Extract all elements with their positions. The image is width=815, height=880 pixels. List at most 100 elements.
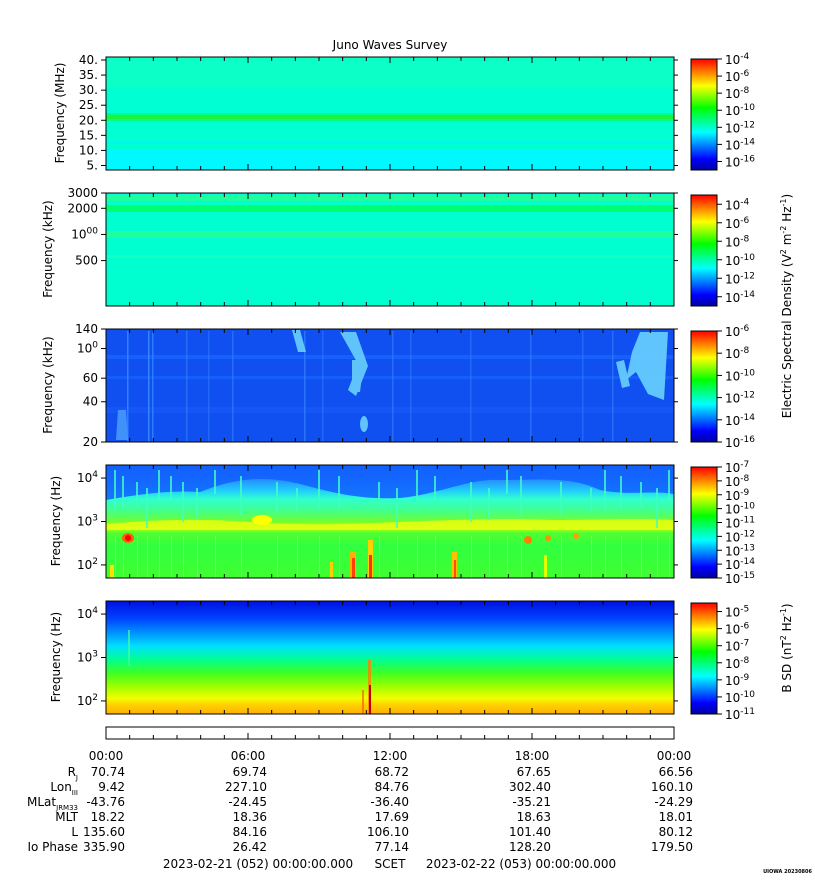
emission-spike: [488, 488, 490, 520]
panel-3-ylabel: Frequency (kHz): [41, 336, 55, 433]
time-tick-label: 00:00: [89, 749, 124, 763]
ephemeris-value: -43.76: [86, 795, 125, 809]
ephemeris-value: 18.01: [659, 810, 693, 824]
ephemeris-value: 84.76: [375, 780, 409, 794]
emission-streak: [392, 331, 394, 442]
emission-spike-low: [241, 536, 242, 578]
time-tick-label: 12:00: [373, 749, 408, 763]
panel-3-y-axis: 20 40 60 100 140: [75, 322, 678, 449]
colorbar-4: 10-1510-1410-1310-1210-1110-1010-910-810…: [690, 460, 755, 586]
emission-spike-low: [657, 536, 658, 578]
ephemeris-value: 70.74: [91, 765, 125, 779]
colorbar-tick-label: 10-14: [725, 137, 755, 152]
emission-spike: [136, 482, 138, 506]
emission-spike: [146, 488, 148, 528]
colorbar-tick-label: 10-16: [725, 435, 755, 450]
colorbar-tick-label: 10-11: [725, 516, 755, 531]
y-tick-label: 35.: [79, 68, 98, 82]
emission-spike: [182, 482, 184, 522]
y-tick-label: 100: [77, 341, 98, 356]
emission-spike: [656, 488, 658, 528]
ephemeris-table: RJ 70.74 69.74 68.72 67.65 66.56 LonIII 9.42 227…: [27, 765, 693, 854]
colorbar-tick-label: 10-10: [725, 690, 755, 705]
emission-streak: [186, 331, 188, 442]
panel-1-ylabel: Frequency (MHz): [53, 63, 67, 164]
ephemeris-value: 18.63: [517, 810, 551, 824]
colorbar-tick-label: 10-11: [725, 707, 755, 722]
emission-spike-low: [561, 536, 562, 578]
panel-1-y-axis: 5.10.15.20.25.30.35.40.: [79, 53, 678, 172]
emission-streak: [470, 331, 472, 442]
y-tick-label: 500: [75, 254, 98, 268]
ephemeris-value: 18.36: [233, 810, 267, 824]
y-tick-label: 15.: [79, 128, 98, 142]
ephemeris-value: 67.65: [517, 765, 551, 779]
emission-spike-low: [123, 536, 124, 578]
ephemeris-value: -35.21: [512, 795, 551, 809]
colorbar-tick-label: 10-9: [725, 488, 750, 503]
emission-spike: [240, 476, 242, 516]
colorbar-tick-label: 10-10: [725, 103, 755, 118]
panel-5-ylabel: Frequency (Hz): [49, 612, 63, 703]
y-tick-label: 140: [75, 322, 98, 336]
ephemeris-row-label: MLT: [55, 810, 78, 824]
colorbar-tick-label: 10-8: [725, 474, 750, 489]
colorbar-tick-label: 10-8: [725, 86, 750, 101]
colorbar-tick-label: 10-14: [725, 413, 755, 428]
emission-spike: [640, 482, 642, 506]
colorbar-tick-label: 10-16: [725, 154, 755, 169]
y-tick-label: 20: [83, 435, 98, 449]
colorbar-tick-label: 10-9: [725, 673, 750, 688]
emission-spike: [296, 488, 298, 512]
emission-streak: [410, 331, 412, 442]
panel-5-spectrogram: [106, 601, 674, 714]
colorbar-tick-label: 10-14: [725, 290, 755, 305]
panel-2-spectrogram: [106, 193, 674, 306]
emission-spike-low: [197, 536, 198, 578]
emission-spike: [560, 482, 562, 514]
ephemeris-value: 302.40: [509, 780, 551, 794]
time-axis-labels: 00:00 06:00 12:00 18:00 00:00: [89, 749, 692, 763]
ephemeris-value: 77.14: [375, 840, 409, 854]
y-tick-label: 103: [77, 650, 98, 665]
ephemeris-value: 26.42: [233, 840, 267, 854]
emission-streak: [582, 331, 584, 442]
colorbar-tick-label: 10-8: [725, 234, 750, 249]
colorbar-tick-label: 10-7: [725, 460, 749, 475]
ephemeris-value: 160.10: [651, 780, 693, 794]
y-tick-label: 104: [77, 470, 98, 485]
panel-4-ylabel: Frequency (Hz): [49, 476, 63, 567]
emission-streak: [152, 331, 154, 442]
emission-spike-low: [397, 536, 398, 578]
time-axis-ticks: [105, 733, 675, 739]
time-tick-label: 18:00: [515, 749, 550, 763]
panel-4-emission-spikes: [114, 470, 670, 578]
ephemeris-value: 9.42: [98, 780, 125, 794]
emission-spike: [122, 476, 124, 508]
emission-spike-low: [605, 536, 606, 578]
emission-spike: [520, 476, 522, 516]
y-tick-label: 10.: [79, 143, 98, 157]
ephemeris-value: 18.22: [91, 810, 125, 824]
emission-spike: [604, 470, 606, 510]
panel-4-intense-bursts: [110, 515, 579, 578]
ephemeris-value: -24.45: [228, 795, 267, 809]
emission-spike-low: [183, 536, 184, 578]
emission-spike-low: [297, 536, 298, 578]
ephemeris-value: 227.10: [225, 780, 267, 794]
ephemeris-value: 179.50: [651, 840, 693, 854]
y-tick-label: 102: [77, 693, 98, 708]
emission-spike-low: [137, 536, 138, 578]
colorbar-tick-label: 10-6: [725, 622, 750, 637]
y-tick-label: 40: [83, 395, 98, 409]
colorbar-tick-label: 10-12: [725, 120, 755, 135]
panel-4-y-axis: 102 103 104: [77, 465, 678, 578]
ephemeris-value: 128.20: [509, 840, 551, 854]
emission-spike: [416, 470, 418, 502]
y-tick-label: 30.: [79, 83, 98, 97]
ephemeris-value: 17.69: [375, 810, 409, 824]
ephemeris-value: 106.10: [367, 825, 409, 839]
emission-spike: [338, 476, 340, 508]
colorbar-tick-label: 10-7: [725, 639, 749, 654]
